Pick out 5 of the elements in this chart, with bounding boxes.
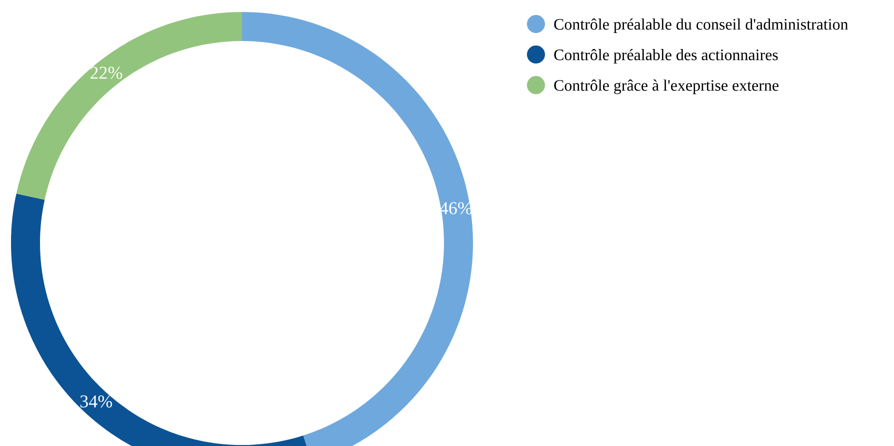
legend-label: Contrôle préalable des actionnaires — [554, 48, 778, 64]
legend-label: Contrôle grâce à l'exeprtise externe — [554, 80, 778, 94]
legend-label: Contrôle préalable du conseil d'administration — [554, 18, 848, 33]
data-label: 34% — [80, 395, 112, 408]
data-label: 22% — [90, 66, 122, 79]
